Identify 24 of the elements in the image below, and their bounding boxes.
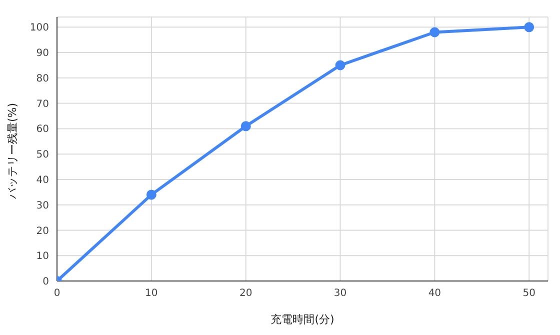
y-tick-label: 50 <box>36 150 49 161</box>
x-tick-label: 50 <box>522 288 536 300</box>
x-tick-label: 40 <box>428 288 442 300</box>
x-axis-title: 充電時間(分) <box>270 313 334 326</box>
y-tick-label: 0 <box>42 276 49 288</box>
y-tick-label: 30 <box>36 200 49 212</box>
point <box>335 60 346 70</box>
y-tick-label: 40 <box>36 175 49 186</box>
y-axis-title: バッテリー残量(%) <box>6 102 19 200</box>
y-tick-label: 70 <box>36 98 49 110</box>
x-tick-label: 0 <box>54 288 60 300</box>
y-tick-label: 100 <box>30 22 49 34</box>
point <box>430 27 440 38</box>
x-tick-label: 10 <box>145 288 158 300</box>
y-tick-label: 10 <box>36 251 49 262</box>
point <box>240 121 251 132</box>
y-tick-label: 90 <box>36 48 49 60</box>
x-tick-label: 20 <box>239 288 252 300</box>
x-tick-label: 30 <box>334 288 347 300</box>
y-tick-label: 80 <box>36 73 49 84</box>
y-tick-label: 20 <box>36 226 49 237</box>
y-tick-label: 60 <box>36 124 49 136</box>
point <box>146 190 156 200</box>
point <box>524 22 534 32</box>
